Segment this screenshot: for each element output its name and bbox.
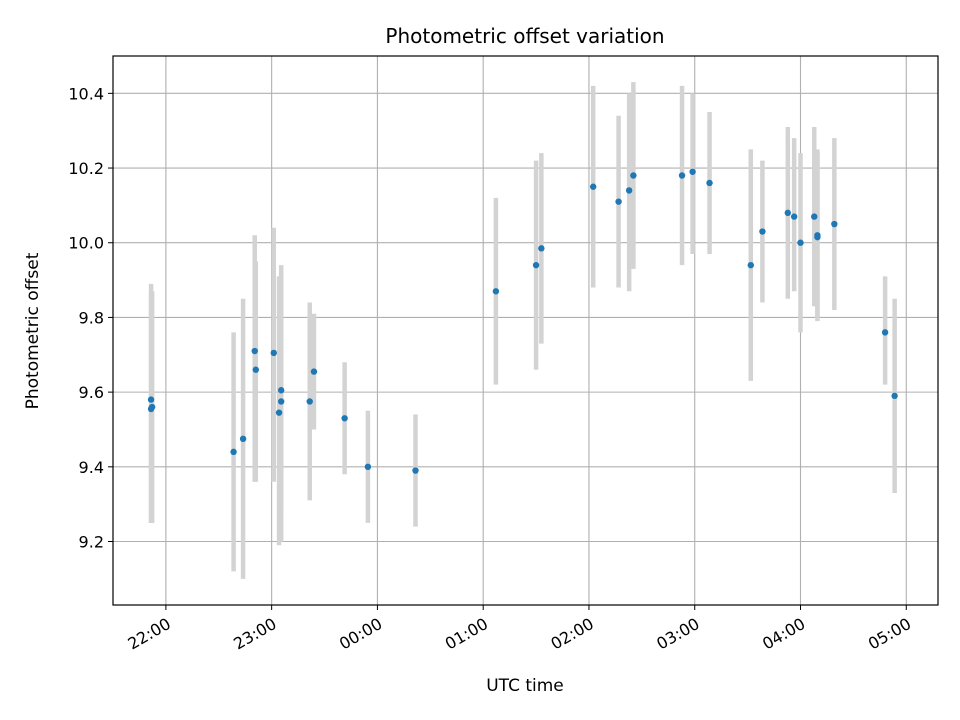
data-point — [831, 220, 838, 228]
y-tick-label: 10.4 — [68, 84, 104, 103]
data-point — [277, 387, 285, 394]
data-point — [811, 213, 818, 220]
data-point — [364, 463, 372, 471]
data-point — [589, 183, 597, 190]
y-tick-label: 9.2 — [79, 533, 104, 552]
data-point — [275, 409, 283, 416]
y-tick-label: 10.0 — [68, 234, 104, 253]
data-point — [270, 349, 277, 357]
data-point — [790, 213, 798, 220]
data-point — [881, 329, 889, 336]
data-point — [310, 368, 318, 375]
data-point — [239, 435, 247, 443]
y-tick-label: 9.8 — [79, 308, 104, 327]
data-point — [797, 239, 804, 246]
chart-title: Photometric offset variation — [385, 24, 664, 48]
data-point — [306, 398, 313, 405]
y-tick-label: 9.6 — [79, 383, 104, 402]
data-point — [814, 233, 821, 241]
data-point — [759, 228, 766, 235]
data-point — [747, 261, 754, 269]
data-point — [625, 187, 633, 194]
data-point — [147, 396, 155, 403]
data-point — [341, 415, 348, 422]
data-point — [277, 398, 285, 405]
data-point — [532, 261, 540, 269]
data-point — [615, 198, 622, 205]
data-point — [689, 168, 696, 175]
y-axis: 9.2 9.4 9.6 9.8 10.0 10.2 10.4 — [68, 84, 113, 552]
data-point — [492, 288, 500, 295]
data-point — [678, 172, 686, 179]
y-tick-label: 10.2 — [68, 159, 104, 178]
x-axis-label: UTC time — [486, 676, 564, 696]
data-point — [251, 347, 258, 355]
data-point — [706, 179, 713, 187]
data-point — [412, 467, 419, 474]
y-axis-label: Photometric offset — [23, 252, 43, 409]
data-point — [538, 245, 545, 252]
data-point — [784, 209, 792, 217]
data-points — [147, 168, 898, 474]
data-point — [891, 392, 898, 400]
y-tick-label: 9.4 — [79, 458, 104, 477]
plot-frame — [112, 55, 939, 606]
data-point — [148, 403, 156, 411]
data-point — [252, 366, 259, 373]
data-point — [630, 172, 637, 179]
data-point — [230, 448, 237, 456]
